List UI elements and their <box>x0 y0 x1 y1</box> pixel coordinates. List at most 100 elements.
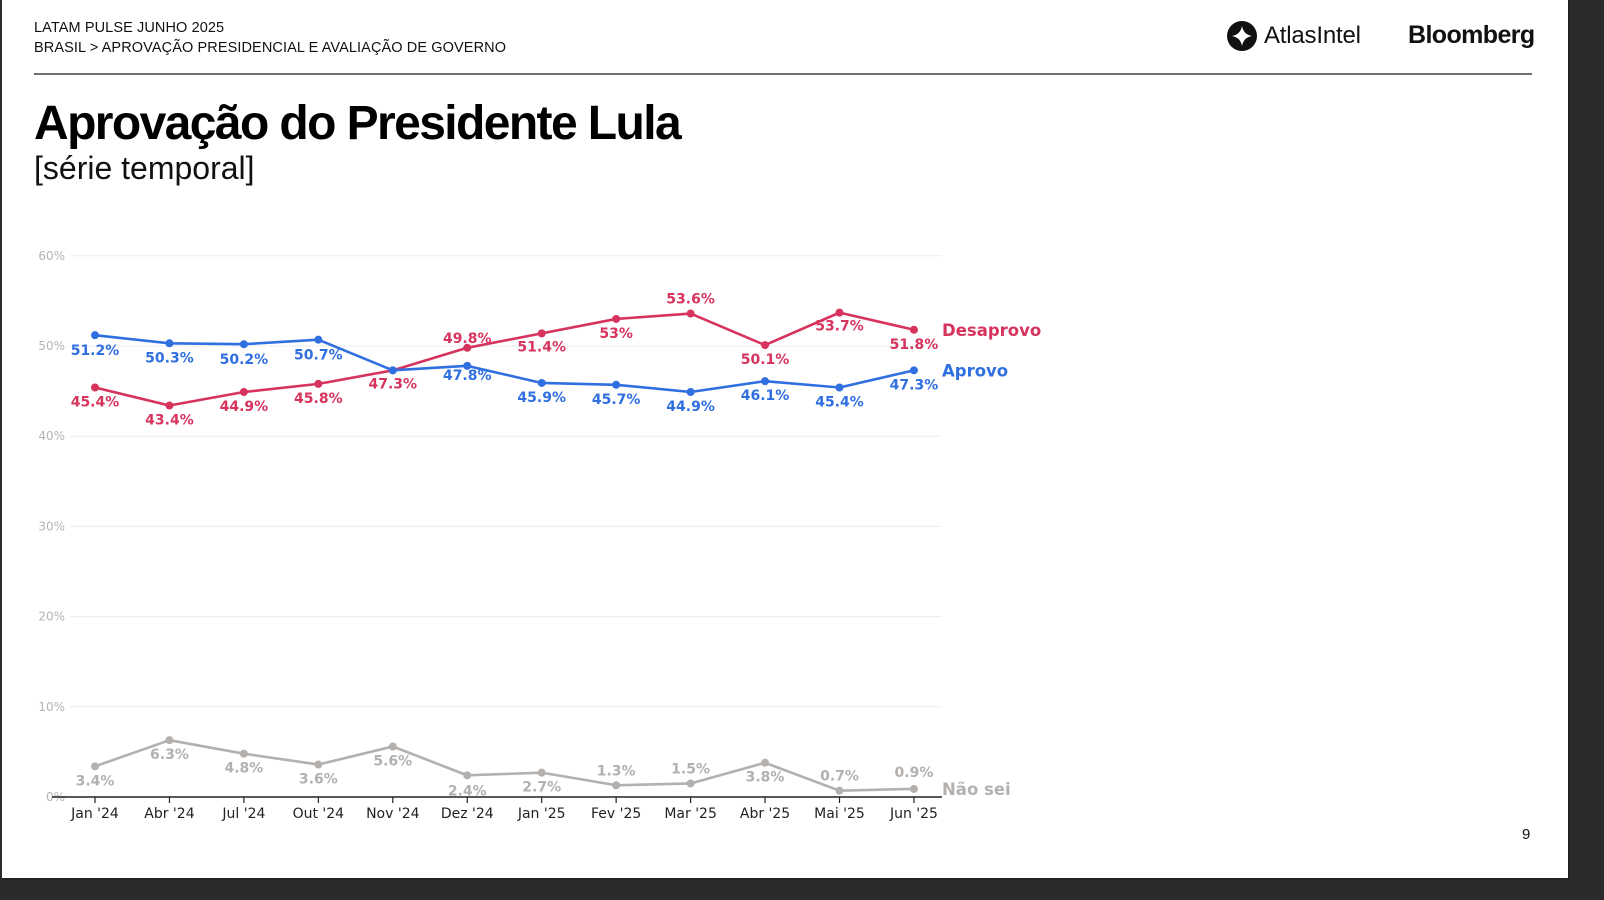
bloomberg-logo: Bloomberg <box>1408 21 1535 49</box>
breadcrumb: BRASIL > APROVAÇÃO PRESIDENCIAL E AVALIA… <box>34 40 507 56</box>
data-label-nao_sei: 2.4% <box>448 783 487 799</box>
data-label-desaprovo: 45.8% <box>294 391 343 407</box>
data-label-desaprovo: 53.7% <box>815 319 864 335</box>
data-point-desaprovo <box>909 325 918 334</box>
data-point-aprovo <box>612 380 621 389</box>
data-label-desaprovo: 53% <box>599 326 633 342</box>
series-lines <box>91 308 918 795</box>
data-label-nao_sei: 1.3% <box>597 763 636 779</box>
data-point-desaprovo <box>537 329 546 338</box>
data-point-aprovo <box>835 383 844 392</box>
data-point-aprovo <box>686 388 695 397</box>
x-tick-label: Nov '24 <box>366 806 420 822</box>
x-tick-label: Mar '25 <box>664 806 717 822</box>
data-point-nao_sei <box>239 749 248 758</box>
data-point-nao_sei <box>314 760 323 769</box>
report-title: LATAM PULSE JUNHO 2025 <box>34 20 225 36</box>
series-line-desaprovo <box>94 311 915 407</box>
x-tick-label: Mai '25 <box>814 806 865 822</box>
y-tick-label: 40% <box>38 429 65 443</box>
x-tick-label: Fev '25 <box>591 806 641 822</box>
x-tick-label: Jan '25 <box>517 806 566 822</box>
atlasintel-logo: AtlasIntel <box>1226 20 1361 52</box>
atlasintel-logo-text: AtlasIntel <box>1264 22 1361 49</box>
data-label-desaprovo: 53.6% <box>666 292 715 308</box>
data-label-desaprovo: 43.4% <box>145 413 194 429</box>
data-point-nao_sei <box>612 781 621 790</box>
data-label-aprovo: 45.7% <box>592 392 641 408</box>
data-point-aprovo <box>388 366 397 375</box>
data-label-aprovo: 50.2% <box>220 352 269 368</box>
data-label-nao_sei: 3.6% <box>299 772 338 788</box>
x-tick-label: Abr '24 <box>144 806 194 822</box>
data-label-nao_sei: 2.7% <box>522 780 561 796</box>
data-point-desaprovo <box>686 309 695 318</box>
page-title: Aprovação do Presidente Lula <box>34 97 682 150</box>
data-point-nao_sei <box>909 784 918 793</box>
x-axis: Jan '24 Abr '24 Jul '24 Out '24 Nov '24 Dez '… <box>52 796 942 822</box>
x-tick-label: Jun '25 <box>889 806 938 822</box>
data-point-nao_sei <box>463 771 472 780</box>
data-label-nao_sei: 1.5% <box>671 761 710 777</box>
data-point-aprovo <box>165 339 174 348</box>
x-tick-label: Jan '24 <box>70 806 119 822</box>
data-point-aprovo <box>463 361 472 370</box>
data-label-nao_sei: 0.7% <box>820 769 859 785</box>
data-label-aprovo: 50.3% <box>145 350 194 366</box>
y-tick-label: 20% <box>38 610 65 624</box>
data-label-nao_sei: 0.9% <box>895 765 934 781</box>
data-point-aprovo <box>239 340 248 349</box>
series-name-desaprovo: Desaprovo <box>942 321 1041 340</box>
data-point-aprovo <box>314 335 323 344</box>
data-label-aprovo: 44.9% <box>666 399 715 415</box>
data-point-aprovo <box>909 366 918 375</box>
data-label-nao_sei: 3.8% <box>746 770 785 786</box>
page-number: 9 <box>1522 826 1531 843</box>
data-label-desaprovo: 50.1% <box>741 352 790 368</box>
data-label-aprovo: 45.9% <box>517 390 566 406</box>
line-chart: 0%10%20%30%40%50%60% Jan '24 Abr '24 Jul '… <box>38 249 1042 822</box>
data-point-nao_sei <box>91 762 99 771</box>
data-label-aprovo: 51.2% <box>71 343 120 359</box>
atlasintel-compass-icon <box>1227 21 1257 51</box>
data-point-nao_sei <box>537 768 546 777</box>
data-point-desaprovo <box>835 308 844 317</box>
slide: LATAM PULSE JUNHO 2025 BRASIL > APROVAÇÃ… <box>2 0 1570 880</box>
data-point-nao_sei <box>761 758 770 767</box>
data-point-aprovo <box>537 378 546 387</box>
data-point-aprovo <box>761 377 770 386</box>
series-name-aprovo: Aprovo <box>942 361 1008 380</box>
data-point-nao_sei <box>388 742 397 751</box>
data-label-nao_sei: 3.4% <box>76 773 115 789</box>
data-label-nao_sei: 5.6% <box>373 753 412 769</box>
page-subtitle: [série temporal] <box>34 150 255 186</box>
data-label-desaprovo: 45.4% <box>71 394 120 410</box>
data-label-nao_sei: 6.3% <box>150 747 189 763</box>
data-label-desaprovo: 51.8% <box>890 337 939 353</box>
x-tick-label: Dez '24 <box>441 806 494 822</box>
x-tick-label: Abr '25 <box>740 806 790 822</box>
series-name-nao_sei: Não sei <box>942 780 1011 799</box>
data-point-desaprovo <box>314 379 323 388</box>
data-point-desaprovo <box>239 388 248 397</box>
data-label-desaprovo: 44.9% <box>220 399 269 415</box>
data-label-aprovo: 46.1% <box>741 388 790 404</box>
data-point-aprovo <box>91 331 99 340</box>
data-label-aprovo: 47.8% <box>443 368 492 384</box>
data-point-desaprovo <box>91 383 99 392</box>
grid-lines <box>70 255 942 708</box>
data-point-desaprovo <box>165 401 174 410</box>
y-tick-label: 60% <box>38 249 65 263</box>
data-point-desaprovo <box>463 343 472 352</box>
data-label-desaprovo: 49.8% <box>443 331 492 347</box>
data-label-desaprovo: 47.3% <box>369 376 418 392</box>
data-point-desaprovo <box>612 314 621 323</box>
data-label-aprovo: 50.7% <box>294 348 343 364</box>
data-labels: 45.4% 43.4% 44.9% 45.8% 47.3% 49.8% 51.4% 53% 53… <box>71 292 1042 800</box>
series-line-aprovo <box>94 333 915 394</box>
data-label-aprovo: 45.4% <box>815 394 864 410</box>
y-tick-label: 50% <box>38 339 65 353</box>
data-point-nao_sei <box>835 786 844 795</box>
header-divider <box>34 73 1532 75</box>
x-tick-label: Out '24 <box>293 806 345 822</box>
